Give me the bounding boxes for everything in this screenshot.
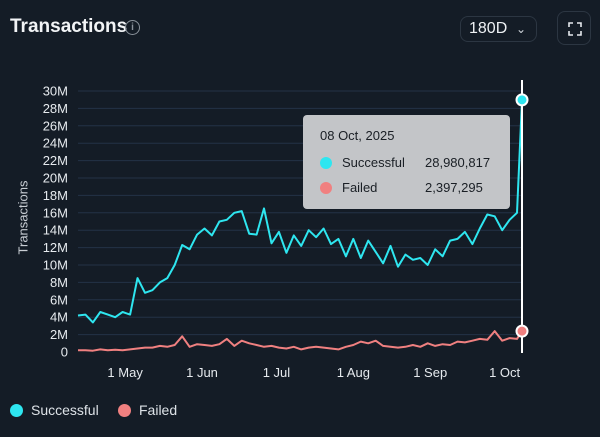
y-tick-label: 6M xyxy=(50,292,68,307)
x-tick-label: 1 Jul xyxy=(263,365,291,380)
highlight-point-failed xyxy=(515,324,529,338)
legend-item-failed[interactable]: Failed xyxy=(118,402,177,418)
series-line-successful xyxy=(77,99,523,324)
tooltip-label: Successful xyxy=(342,155,405,170)
y-tick-label: 28M xyxy=(43,101,68,116)
series-line-failed xyxy=(78,330,523,352)
y-tick-label: 26M xyxy=(43,118,68,133)
fullscreen-button[interactable] xyxy=(557,11,591,45)
x-tick-label: 1 May xyxy=(107,365,143,380)
legend-label: Failed xyxy=(139,402,178,418)
y-tick-label: 18M xyxy=(43,188,68,203)
y-tick-label: 8M xyxy=(50,275,68,290)
successful-dot-icon xyxy=(10,404,23,417)
y-tick-label: 20M xyxy=(43,171,68,186)
y-tick-label: 24M xyxy=(43,136,68,151)
y-tick-label: 0 xyxy=(61,345,68,360)
tooltip-date: 08 Oct, 2025 xyxy=(320,128,395,143)
y-tick-label: 30M xyxy=(43,84,68,99)
y-tick-label: 22M xyxy=(43,153,68,168)
tooltip: 08 Oct, 2025 Successful 28,980,817 Faile… xyxy=(303,115,510,209)
legend-label: Successful xyxy=(31,402,99,418)
tooltip-value: 2,397,295 xyxy=(425,180,483,195)
y-tick-label: 16M xyxy=(43,205,68,220)
x-tick-label: 1 Aug xyxy=(337,365,370,380)
info-icon[interactable]: i xyxy=(125,20,140,35)
highlight-point-successful xyxy=(515,93,529,107)
range-label: 180D xyxy=(469,20,508,37)
legend-item-successful[interactable]: Successful xyxy=(10,402,99,418)
range-select[interactable]: 180D ⌄ xyxy=(460,16,537,42)
chevron-down-icon: ⌄ xyxy=(515,22,526,36)
failed-dot-icon xyxy=(320,182,332,194)
tooltip-label: Failed xyxy=(342,180,378,195)
tooltip-value: 28,980,817 xyxy=(425,155,491,170)
failed-dot-icon xyxy=(118,404,131,417)
y-tick-label: 12M xyxy=(43,240,68,255)
y-tick-label: 2M xyxy=(50,327,68,342)
x-tick-label: 1 Oct xyxy=(489,365,520,380)
y-tick-label: 4M xyxy=(50,310,68,325)
successful-dot-icon xyxy=(320,157,332,169)
x-tick-label: 1 Sep xyxy=(413,365,447,380)
fullscreen-icon xyxy=(568,22,582,36)
x-tick-label: 1 Jun xyxy=(186,365,218,380)
y-tick-label: 10M xyxy=(43,258,68,273)
chart-title: Transactions xyxy=(10,16,128,37)
y-tick-label: 14M xyxy=(43,223,68,238)
